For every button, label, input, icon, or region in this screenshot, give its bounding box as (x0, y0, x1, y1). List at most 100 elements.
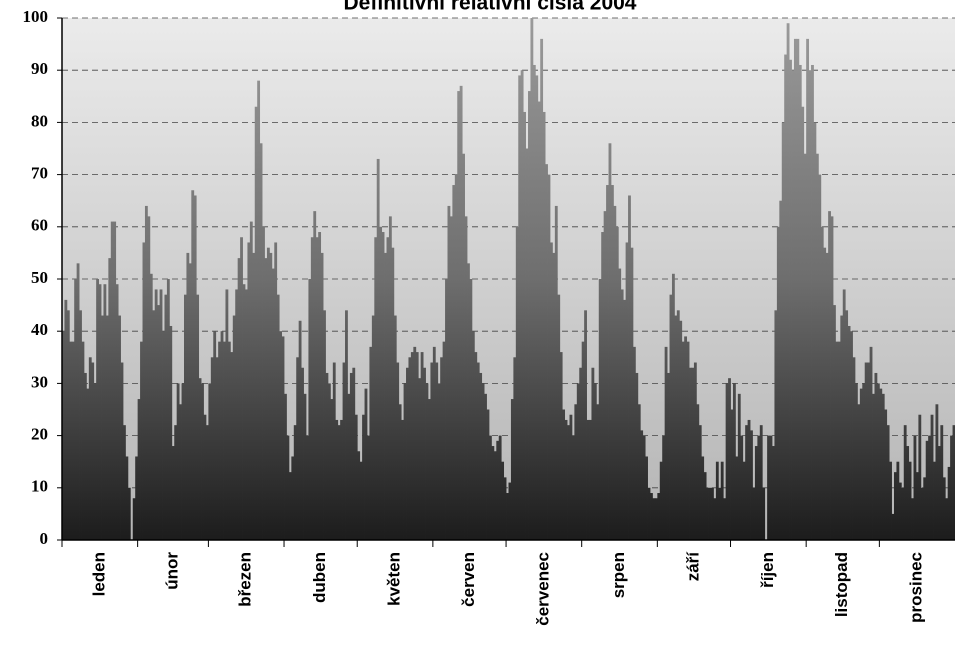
bar (374, 237, 378, 541)
bar (498, 435, 502, 540)
bar (471, 331, 475, 540)
bar (271, 268, 275, 540)
bar (654, 498, 658, 540)
bar (142, 242, 146, 540)
bar (923, 477, 927, 540)
y-tick-label: 60 (31, 216, 48, 235)
bar (586, 419, 590, 540)
bar (918, 414, 922, 540)
bar (464, 216, 468, 541)
bar (308, 279, 312, 540)
bar (340, 419, 343, 540)
bar (510, 399, 514, 540)
bar (413, 346, 417, 540)
bar (171, 446, 175, 540)
bar (493, 451, 497, 540)
bar (198, 378, 202, 540)
bar (462, 153, 465, 540)
bar (76, 263, 80, 540)
month-label: říjen (758, 552, 777, 588)
bar (371, 315, 375, 540)
bar (564, 419, 568, 540)
bar (298, 320, 302, 540)
bar (183, 294, 187, 540)
bar (147, 216, 151, 541)
bar (833, 305, 836, 540)
bar (708, 487, 712, 540)
bar (796, 38, 800, 540)
bar (310, 237, 314, 541)
bar (606, 185, 609, 541)
bar (896, 461, 900, 540)
bar (847, 325, 851, 540)
bar (447, 205, 451, 541)
bar (305, 435, 309, 540)
bar (335, 419, 339, 540)
bar (391, 247, 395, 540)
bar (179, 404, 182, 540)
chart-title: Definitivní relativní čísla 2004 (344, 0, 637, 15)
bar (879, 388, 883, 540)
month-label: červen (459, 552, 478, 607)
bar (83, 372, 87, 540)
y-tick-label: 50 (31, 268, 48, 287)
bar (454, 174, 458, 540)
bar (208, 383, 212, 540)
bar (254, 106, 258, 541)
bar (703, 472, 707, 540)
y-tick-label: 100 (23, 7, 49, 26)
y-tick-label: 30 (31, 372, 48, 391)
bar (481, 383, 485, 540)
bar (313, 211, 317, 540)
month-label: prosinec (907, 552, 926, 623)
bar (174, 425, 178, 540)
bar (440, 357, 444, 540)
bar (88, 357, 92, 540)
bar (684, 336, 688, 540)
bar (789, 59, 792, 540)
bar (837, 341, 841, 540)
bar (408, 357, 412, 540)
month-label: leden (89, 552, 108, 596)
bar (894, 472, 897, 540)
bar (779, 200, 783, 540)
bar (535, 75, 539, 541)
bar (571, 435, 575, 540)
bar (689, 367, 692, 540)
bar (593, 383, 597, 540)
bar (591, 367, 595, 540)
bar (137, 399, 141, 540)
bar (933, 461, 936, 540)
bar (403, 383, 407, 540)
bar (645, 456, 648, 540)
bar (730, 409, 734, 540)
bar (828, 211, 831, 540)
bar (845, 310, 849, 540)
bar (862, 383, 866, 540)
bar (196, 294, 200, 540)
bar (798, 64, 802, 540)
bar (286, 435, 290, 540)
bar (330, 399, 334, 540)
bar (513, 357, 517, 540)
bar (127, 487, 131, 540)
bar (525, 148, 529, 540)
bar (293, 425, 297, 540)
bar (818, 174, 822, 540)
bar (484, 393, 487, 540)
y-tick-label: 20 (31, 425, 48, 444)
bar (679, 320, 683, 540)
bar (269, 252, 273, 540)
bar (793, 38, 797, 540)
bar (215, 357, 219, 540)
bar (347, 393, 351, 540)
bar (540, 38, 544, 540)
bar (635, 372, 639, 540)
bar (244, 289, 248, 540)
bar (362, 414, 365, 540)
bar (808, 70, 812, 540)
bar (840, 315, 844, 540)
bar (323, 310, 326, 540)
y-tick-label: 90 (31, 59, 48, 78)
bar (274, 242, 278, 540)
